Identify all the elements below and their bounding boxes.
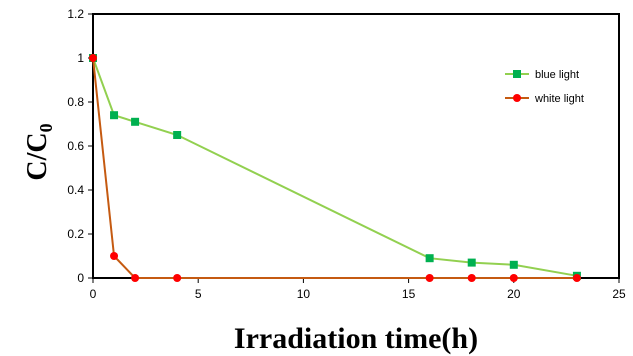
y-tick-label: 0.6 bbox=[67, 139, 84, 153]
y-axis-title-subscript: 0 bbox=[36, 123, 56, 132]
x-axis-ticks: 0 5 10 15 20 25 bbox=[90, 278, 626, 301]
series-line-blue-light bbox=[92, 57, 578, 277]
y-axis-title: C/C0 bbox=[22, 123, 56, 180]
data-point-white-light bbox=[425, 274, 434, 282]
legend-marker-blue-light bbox=[513, 70, 521, 78]
data-point-white-light bbox=[173, 274, 182, 282]
data-point-blue-light bbox=[131, 117, 140, 126]
data-point-white-light bbox=[467, 274, 476, 282]
x-tick-label: 15 bbox=[402, 287, 416, 301]
y-tick-label: 1.2 bbox=[67, 7, 84, 21]
x-axis-title: Irradiation time(h) bbox=[234, 322, 478, 355]
y-tick-label: 0 bbox=[77, 271, 84, 285]
plot-frame bbox=[92, 13, 620, 279]
data-point-blue-light bbox=[173, 131, 182, 139]
y-tick-label: 0.2 bbox=[67, 227, 84, 241]
data-point-blue-light bbox=[467, 258, 476, 267]
data-point-blue-light bbox=[425, 254, 434, 263]
legend-marker-white-light bbox=[513, 94, 521, 102]
series-line-white-light bbox=[92, 57, 577, 279]
y-axis-title-main: C/C bbox=[22, 132, 53, 180]
legend: blue light white light bbox=[505, 69, 584, 105]
x-tick-label: 0 bbox=[90, 287, 97, 301]
x-tick-label: 10 bbox=[297, 287, 311, 301]
y-tick-label: 0.8 bbox=[67, 95, 84, 109]
data-point-blue-light bbox=[110, 111, 119, 120]
data-point-white-light bbox=[89, 54, 97, 62]
data-point-white-light bbox=[131, 274, 140, 282]
y-tick-label: 1 bbox=[77, 51, 84, 65]
data-point-white-light bbox=[509, 274, 518, 282]
x-tick-label: 20 bbox=[507, 287, 521, 301]
data-point-white-light bbox=[572, 274, 581, 282]
y-tick-label: 0.4 bbox=[67, 183, 84, 197]
data-point-blue-light bbox=[509, 260, 518, 269]
legend-label-white-light: white light bbox=[534, 93, 584, 105]
series-layer bbox=[89, 54, 581, 282]
data-point-white-light bbox=[110, 252, 119, 260]
x-tick-label: 5 bbox=[195, 287, 202, 301]
legend-label-blue-light: blue light bbox=[535, 69, 579, 81]
x-tick-label: 25 bbox=[612, 287, 626, 301]
y-axis-ticks: 0 0.2 0.4 0.6 0.8 1 1.2 bbox=[67, 7, 93, 285]
